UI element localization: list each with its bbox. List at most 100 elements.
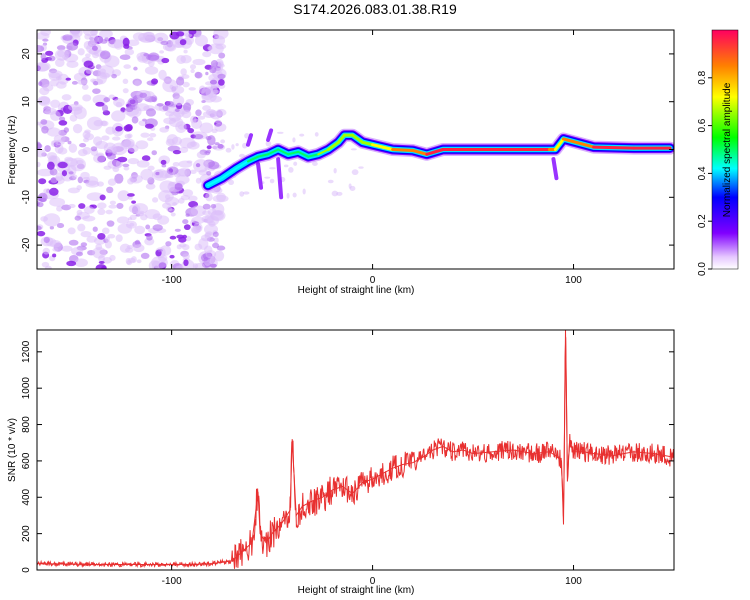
spectrogram-noise-blob — [114, 173, 124, 184]
spectrogram-noise-blob — [61, 170, 68, 177]
spectrogram-noise-blob — [178, 236, 187, 243]
spectrogram-noise-blob — [106, 220, 115, 227]
snr-y-tick-label: 400 — [21, 488, 32, 505]
spectrogram-noise-blob — [37, 168, 55, 177]
spectrogram-noise-blob — [37, 161, 41, 168]
spectrogram-noise-blob — [159, 245, 172, 256]
spectrogram-noise-blob — [145, 183, 156, 190]
spectrogram-noise-blob — [140, 168, 154, 181]
spectrogram-noise-blob — [86, 43, 102, 55]
spectrogram-noise-blob — [190, 205, 206, 217]
spectrogram-noise-blob — [182, 253, 190, 260]
spectrogram-noise-blob — [141, 155, 151, 162]
spectrogram-noise-blob — [39, 87, 50, 96]
spectrogram-ridge-core — [371, 143, 385, 149]
spectrogram-noise-blob — [106, 153, 117, 160]
spectrogram-noise-blob — [152, 197, 159, 203]
spectrogram-noise-blob — [175, 175, 190, 185]
colorbar-tick-label: 0.4 — [697, 166, 708, 180]
spectrogram-noise-blob — [314, 132, 319, 137]
spectrogram-noise-blob — [108, 204, 118, 209]
colorbar-gradient — [711, 29, 739, 270]
spectrogram-noise-blob — [159, 126, 169, 133]
spectrogram-noise-blob — [158, 69, 167, 80]
spectrogram-ridge-core — [425, 148, 445, 156]
spectrogram-noise-blob — [80, 242, 88, 247]
spectrogram-noise-blob — [191, 118, 203, 130]
spectrogram-y-tick-label: 0 — [21, 146, 32, 152]
spectrogram-noise-blob — [243, 191, 250, 195]
spectrogram-noise-blob — [40, 119, 48, 125]
spectrogram-noise-blob — [283, 164, 289, 168]
spectrogram-noise-blob — [86, 116, 103, 131]
spectrogram-noise-blob — [61, 245, 73, 252]
spectrogram-ridge-core — [411, 148, 429, 156]
spectrogram-noise-blob — [172, 202, 178, 206]
spectrogram-noise-blob — [49, 187, 59, 196]
spectrogram-noise-blob — [208, 221, 216, 227]
spectrogram-noise-blob — [101, 104, 109, 112]
spectrogram-noise-blob — [129, 214, 137, 221]
spectrogram-noise-blob — [145, 108, 157, 117]
spectrogram-ridge-core — [326, 140, 340, 151]
spectrogram-noise-blob — [182, 189, 194, 197]
spectrogram-noise-blob — [41, 125, 49, 134]
spectrogram-noise-blob — [166, 100, 174, 107]
spectrogram-noise-blob — [107, 159, 122, 169]
spectrogram-noise-blob — [49, 168, 58, 176]
spectrogram-noise-blob — [92, 88, 101, 94]
spectrogram-noise-blob — [159, 180, 176, 193]
spectrogram-noise-blob — [77, 79, 88, 85]
colorbar-ticks: 0.0 0.2 0.4 0.6 0.8 — [697, 70, 712, 276]
spectrogram-noise-blob — [86, 235, 97, 243]
spectrogram-noise-blob — [139, 36, 155, 43]
spectrogram-noise-blob — [41, 261, 50, 268]
spectrogram-noise-blob — [302, 188, 306, 195]
spectrogram-ridge-core — [234, 160, 249, 170]
spectrogram-ridge-core — [350, 133, 365, 144]
spectrogram-noise-blob — [97, 208, 106, 216]
spectrogram-noise-blob — [212, 143, 226, 151]
spectrogram-noise-blob — [95, 101, 105, 107]
spectrogram-noise-blob — [151, 256, 168, 269]
spectrogram-noise-blob — [174, 108, 180, 113]
spectrogram-noise-blob — [49, 79, 59, 87]
spectrogram-noise-blob — [191, 216, 205, 225]
spectrogram-ridge-core — [307, 153, 320, 158]
spectrogram-noise-blob — [107, 234, 116, 239]
spectrogram-noise-blob — [159, 50, 165, 54]
spectrogram-noise-blob — [178, 197, 185, 204]
spectrogram-noise-blob — [327, 179, 334, 184]
colorbar-tick-label: 0.0 — [697, 262, 708, 276]
spectrogram-noise-blob — [45, 50, 54, 56]
spectrogram-ridge-core — [553, 137, 565, 151]
spectrogram-noise-blob — [83, 206, 95, 214]
spectrogram-noise-blob — [216, 192, 226, 202]
spectrogram-noise-blob — [76, 185, 82, 191]
spectrogram-noise-blob — [74, 258, 88, 268]
spectrogram-noise-blob — [144, 123, 154, 129]
spectrogram-noise-blob — [151, 78, 159, 85]
spectrogram-noise-blob — [183, 224, 191, 231]
spectrogram-noise-blob — [72, 123, 83, 134]
spectrogram-noise-blob — [123, 124, 133, 132]
spectrogram-noise-blob — [43, 188, 49, 194]
spectrogram-noise-blob — [161, 164, 167, 168]
spectrogram-ridge-core — [391, 148, 415, 152]
spectrogram-noise-blob — [146, 234, 153, 241]
spectrogram-noise-blob — [113, 97, 125, 107]
spectrogram-noise-blob — [133, 66, 138, 71]
spectrogram-noise-blob — [99, 68, 106, 75]
spectrogram-noise-blob — [215, 108, 227, 117]
spectrogram-noise-blob — [336, 191, 343, 196]
spectrogram-noise-blob — [265, 140, 272, 147]
snr-y-tick-label: 1000 — [21, 377, 32, 400]
spectrogram-noise-blob — [182, 81, 190, 88]
spectrogram-noise-blob — [190, 68, 195, 74]
spectrogram-noise-blob — [269, 178, 275, 184]
spectrogram-noise-blob — [136, 259, 142, 264]
spectrogram-noise-blob — [215, 119, 222, 124]
spectrogram-noise-blob — [66, 260, 77, 267]
